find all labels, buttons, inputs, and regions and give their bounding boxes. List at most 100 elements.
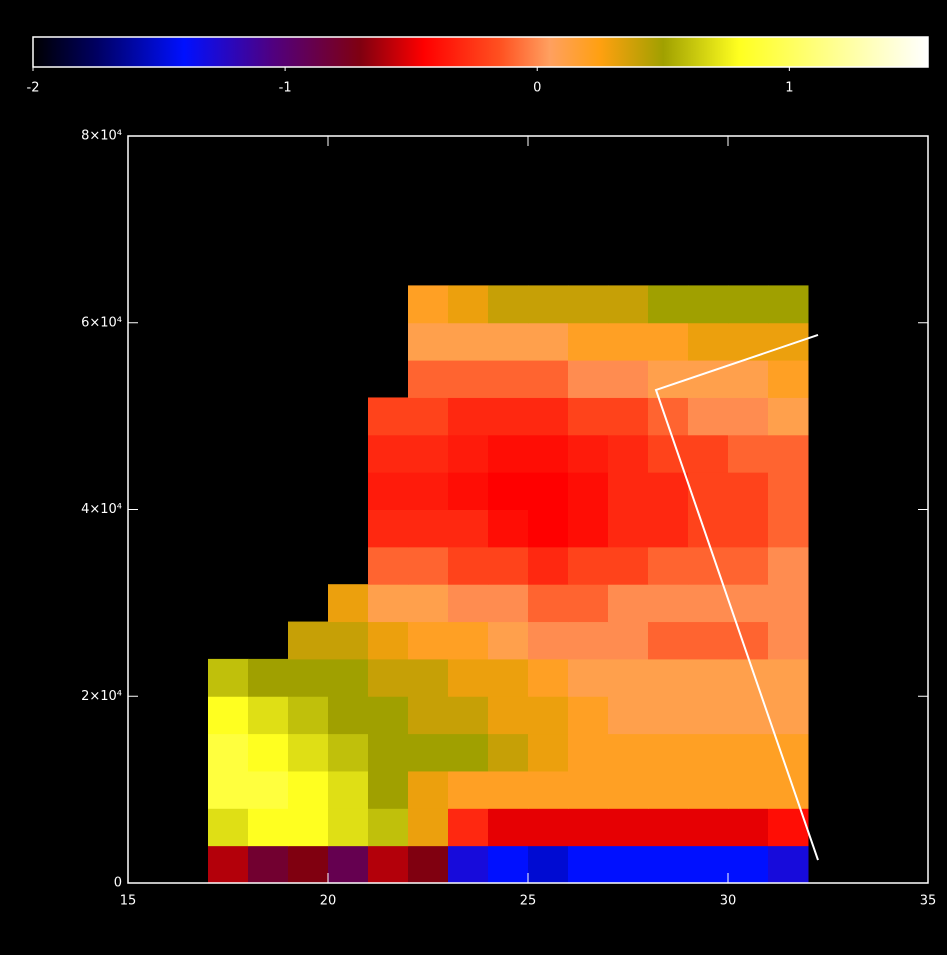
heatmap-cell [488,509,529,548]
y-tick-label: 0 [114,876,122,891]
heatmap-cell [408,397,449,436]
heatmap-cell [248,658,289,697]
heatmap-cell [528,434,569,473]
x-tick-label: 30 [720,894,737,909]
heatmap-cell [648,546,689,585]
heatmap-cell [688,621,729,660]
heatmap-cell [568,658,609,697]
heatmap-cell [488,360,529,398]
heatmap-cell [448,397,489,436]
heatmap-cell [768,658,809,697]
heatmap-cell [768,509,809,548]
heatmap-cell [448,360,489,398]
heatmap-cell [608,696,649,735]
heatmap-cell [528,770,569,809]
heatmap-cell [288,808,329,847]
heatmap-cell [728,285,769,324]
heatmap-cell [568,696,609,735]
y-tick-label: 6×10⁴ [81,315,122,330]
heatmap-cell [608,808,649,847]
heatmap-cell [768,696,809,735]
heatmap-cell [488,621,529,660]
heatmap-cell [328,770,369,809]
heatmap-cell [208,808,249,847]
heatmap-cell [688,696,729,735]
heatmap-cell [288,621,329,660]
heatmap-cell [608,770,649,809]
colorbar [32,36,929,68]
heatmap-cell [488,434,529,473]
heatmap-cell [448,546,489,585]
heatmap-cell [648,808,689,847]
heatmap-cell [568,770,609,809]
heatmap-cell [528,733,569,772]
heatmap-cell [488,770,529,809]
heatmap-cell [528,360,569,398]
heatmap-cell [408,285,449,324]
heatmap-cell [528,621,569,660]
heatmap-cell [528,322,569,361]
heatmap-cell [608,285,649,324]
heatmap-cell [488,696,529,735]
heatmap-cell [768,845,809,884]
heatmap-cell [648,360,689,398]
heatmap-cell [728,546,769,585]
heatmap-cell [568,434,609,473]
heatmap-cell [448,322,489,361]
heatmap-cell [448,285,489,324]
heatmap-cell [528,658,569,697]
colorbar-tick-label: -2 [27,81,40,96]
heatmap-cell [528,808,569,847]
heatmap-cell [728,658,769,697]
heatmap-cell [688,808,729,847]
heatmap-cell [488,472,529,510]
heatmap-cell [208,770,249,809]
heatmap-cell [568,472,609,510]
x-tick-label: 25 [520,894,537,909]
heatmap-cell [648,658,689,697]
heatmap-cell [568,845,609,884]
heatmap-cell [688,733,729,772]
heatmap-cell [648,770,689,809]
heatmap-cell [768,584,809,623]
heatmap-cell [488,397,529,436]
heatmap-cell [288,696,329,735]
heatmap-cell [648,733,689,772]
heatmap-cell [648,509,689,548]
heatmap-cell [288,770,329,809]
x-tick-label: 15 [120,894,137,909]
heatmap-cell [368,696,409,735]
heatmap-cell [648,472,689,510]
heatmap-cell [408,509,449,548]
heatmap-cell [408,360,449,398]
heatmap-cell [608,509,649,548]
heatmap-cell [408,733,449,772]
heatmap-cell [648,845,689,884]
heatmap-cell [328,658,369,697]
heatmap-cell [408,584,449,623]
heatmap-cell [768,360,809,398]
heatmap-cell [448,584,489,623]
heatmap-cell [728,696,769,735]
heatmap-cell [368,733,409,772]
heatmap-cell [688,845,729,884]
heatmap-cell [728,472,769,510]
heatmap-cell [608,546,649,585]
heatmap-cell [328,621,369,660]
heatmap-cell [608,397,649,436]
heatmap-cell [448,733,489,772]
heatmap-cell [728,397,769,436]
heatmap-cell [768,434,809,473]
heatmap-cell [568,584,609,623]
heatmap-cell [648,285,689,324]
heatmap-cell [608,733,649,772]
heatmap-cell [328,584,369,623]
heatmap-cell [408,808,449,847]
heatmap-cell [448,509,489,548]
heatmap-cell [528,696,569,735]
heatmap-cell [768,285,809,324]
heatmap-cell [328,733,369,772]
heatmap-cell [448,770,489,809]
heatmap-cell [568,808,609,847]
